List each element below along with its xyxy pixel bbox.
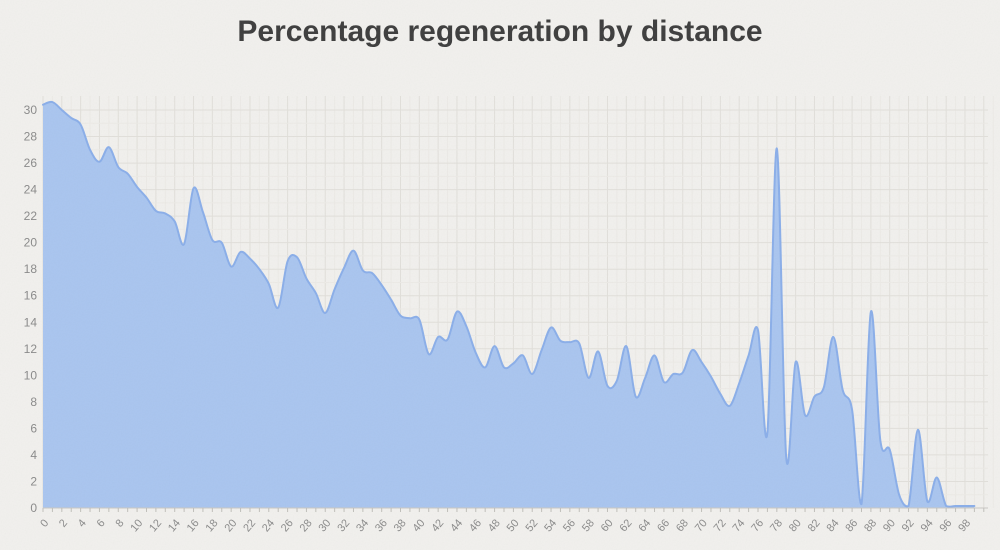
x-axis-label: 56	[561, 517, 578, 534]
x-axis-label: 86	[843, 517, 860, 534]
x-axis-label: 2	[57, 517, 70, 529]
x-axis-label: 58	[580, 517, 597, 534]
x-axis-label: 94	[919, 517, 936, 534]
x-axis-label: 20	[222, 517, 239, 534]
x-axis-label: 18	[204, 517, 221, 534]
x-axis-label: 82	[806, 517, 823, 534]
x-axis-label: 98	[956, 517, 973, 534]
x-axis-label: 76	[749, 517, 766, 534]
x-axis-label: 42	[429, 517, 446, 534]
x-axis-label: 72	[712, 517, 729, 534]
y-axis-label: 4	[30, 448, 37, 462]
y-axis-label: 24	[24, 183, 38, 197]
x-axis-label: 96	[937, 517, 954, 534]
x-axis-label: 68	[674, 517, 691, 534]
x-axis-label: 4	[76, 517, 89, 529]
y-axis-label: 28	[24, 130, 38, 144]
x-axis-label: 78	[768, 517, 785, 534]
x-axis-label: 52	[523, 517, 540, 534]
x-axis-label: 14	[166, 517, 183, 534]
x-axis-label: 8	[113, 517, 126, 529]
x-axis-label: 70	[693, 517, 710, 534]
y-axis-label: 26	[24, 156, 38, 170]
y-axis-label: 16	[24, 289, 38, 303]
y-axis-label: 10	[24, 368, 38, 382]
x-axis-label: 88	[862, 517, 879, 534]
x-axis-label: 10	[128, 517, 145, 534]
x-axis-label: 28	[298, 517, 315, 534]
x-axis-label: 50	[505, 517, 522, 534]
x-axis-label: 22	[241, 517, 258, 534]
x-axis-label: 36	[373, 517, 390, 534]
x-axis-label: 84	[825, 517, 842, 534]
x-axis-label: 34	[354, 517, 371, 534]
y-axis-label: 20	[24, 236, 38, 250]
x-axis-label: 24	[260, 517, 277, 534]
x-axis-label: 16	[185, 517, 202, 534]
x-axis-label: 62	[618, 517, 635, 534]
y-axis-label: 14	[24, 315, 38, 329]
x-axis-label: 12	[147, 517, 164, 534]
y-axis-label: 8	[30, 395, 37, 409]
x-axis-label: 46	[467, 517, 484, 534]
x-axis-label: 60	[599, 517, 616, 534]
y-axis-label: 22	[24, 209, 38, 223]
x-axis-label: 38	[392, 517, 409, 534]
x-axis-label: 66	[655, 517, 672, 534]
x-axis-label: 6	[95, 517, 108, 529]
x-axis-label: 74	[730, 517, 747, 534]
x-axis-label: 0	[38, 517, 51, 529]
y-axis-label: 12	[24, 342, 38, 356]
x-axis-label: 44	[448, 517, 465, 534]
x-axis-label: 26	[279, 517, 296, 534]
y-axis-label: 18	[24, 262, 38, 276]
x-axis-label: 80	[787, 517, 804, 534]
y-axis-label: 30	[24, 103, 38, 117]
x-axis-label: 92	[900, 517, 917, 534]
x-axis-label: 48	[486, 517, 503, 534]
y-axis-label: 2	[30, 475, 37, 489]
y-axis-label: 0	[30, 501, 37, 515]
x-axis-label: 90	[881, 517, 898, 534]
x-axis-label: 30	[316, 517, 333, 534]
x-axis-label: 64	[636, 517, 653, 534]
y-axis-label: 6	[30, 421, 37, 435]
x-axis-label: 54	[542, 517, 559, 534]
x-axis-label: 40	[411, 517, 428, 534]
x-axis-label: 32	[335, 517, 352, 534]
